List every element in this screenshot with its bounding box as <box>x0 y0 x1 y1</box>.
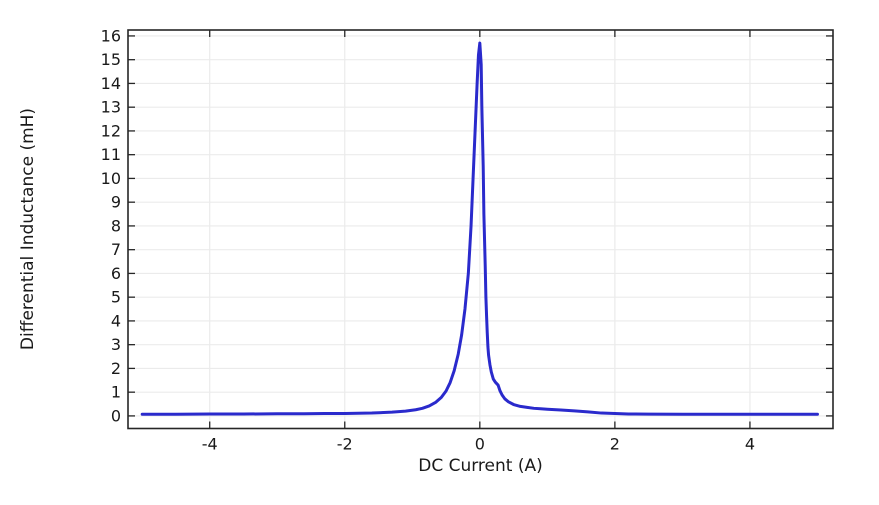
y-tick-label: 12 <box>101 121 121 140</box>
y-tick-label: 14 <box>101 74 121 93</box>
x-tick-label: -2 <box>337 435 353 454</box>
y-tick-label: 2 <box>111 359 121 378</box>
y-tick-label: 10 <box>101 169 121 188</box>
y-tick-label: 0 <box>111 406 121 425</box>
y-tick-label: 11 <box>101 145 121 164</box>
y-tick-label: 8 <box>111 216 121 235</box>
plot-frame <box>127 29 834 430</box>
y-tick-label: 3 <box>111 335 121 354</box>
y-tick-label: 1 <box>111 383 121 402</box>
y-tick-label: 5 <box>111 288 121 307</box>
y-tick-label: 9 <box>111 193 121 212</box>
x-tick-label: 4 <box>745 435 755 454</box>
y-tick-label: 13 <box>101 98 121 117</box>
y-axis-title: Differential Inductance (mH) <box>18 108 38 350</box>
y-tick-label: 4 <box>111 311 121 330</box>
x-axis-title: DC Current (A) <box>418 456 543 476</box>
y-tick-label: 6 <box>111 264 121 283</box>
y-tick-label: 15 <box>101 50 121 69</box>
y-tick-label: 7 <box>111 240 121 259</box>
y-tick-label: 16 <box>101 26 121 45</box>
x-tick-label: -4 <box>202 435 218 454</box>
x-tick-label: 0 <box>475 435 485 454</box>
data-line-differential-inductance <box>140 41 819 416</box>
data-series-layer <box>140 41 819 416</box>
axis-ticks <box>128 30 833 429</box>
x-tick-label: 2 <box>610 435 620 454</box>
